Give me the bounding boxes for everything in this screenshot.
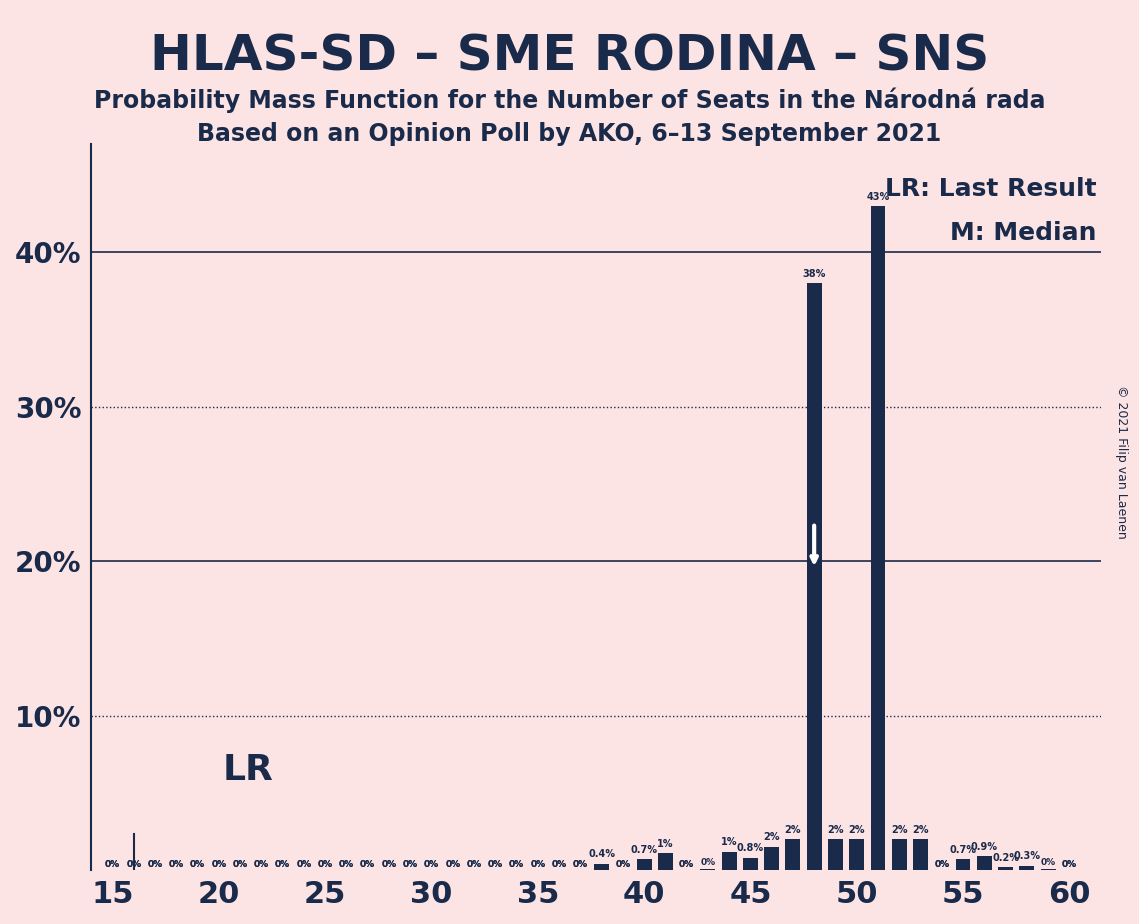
Bar xyxy=(764,847,779,870)
Text: 0%: 0% xyxy=(487,859,502,869)
Text: 0%: 0% xyxy=(382,859,396,869)
Text: 0%: 0% xyxy=(296,859,311,869)
Text: M: Median: M: Median xyxy=(950,221,1096,245)
Text: 0%: 0% xyxy=(254,859,269,869)
Text: 0%: 0% xyxy=(551,859,566,869)
Text: 0%: 0% xyxy=(934,859,949,869)
Bar xyxy=(913,839,928,870)
Text: 0%: 0% xyxy=(169,859,183,869)
Bar xyxy=(998,868,1013,870)
Text: 0%: 0% xyxy=(338,859,354,869)
Text: 0%: 0% xyxy=(509,859,524,869)
Text: 0%: 0% xyxy=(147,859,163,869)
Text: 0%: 0% xyxy=(934,859,949,869)
Bar xyxy=(637,859,652,870)
Text: 2%: 2% xyxy=(891,825,908,834)
Text: 0%: 0% xyxy=(615,859,630,869)
Bar xyxy=(722,852,737,870)
Bar xyxy=(700,869,715,870)
Text: 0%: 0% xyxy=(615,859,630,869)
Text: 0%: 0% xyxy=(105,859,120,869)
Text: 0%: 0% xyxy=(424,859,439,869)
Text: 0%: 0% xyxy=(318,859,333,869)
Text: 0%: 0% xyxy=(402,859,418,869)
Bar xyxy=(658,853,673,870)
Text: Probability Mass Function for the Number of Seats in the Národná rada: Probability Mass Function for the Number… xyxy=(93,88,1046,114)
Text: 2%: 2% xyxy=(827,825,844,834)
Text: 0%: 0% xyxy=(530,859,546,869)
Text: 0%: 0% xyxy=(360,859,375,869)
Text: 0%: 0% xyxy=(573,859,588,869)
Text: 0%: 0% xyxy=(254,859,269,869)
Bar xyxy=(786,839,801,870)
Text: 0%: 0% xyxy=(318,859,333,869)
Text: 0%: 0% xyxy=(1062,859,1076,869)
Text: 0.3%: 0.3% xyxy=(1014,851,1040,861)
Bar xyxy=(956,859,970,870)
Text: 0%: 0% xyxy=(190,859,205,869)
Bar xyxy=(850,839,865,870)
Text: 0%: 0% xyxy=(211,859,227,869)
Bar xyxy=(870,206,885,870)
Text: © 2021 Filip van Laenen: © 2021 Filip van Laenen xyxy=(1115,385,1129,539)
Bar xyxy=(1041,869,1056,870)
Text: 2%: 2% xyxy=(912,825,928,834)
Text: 0%: 0% xyxy=(190,859,205,869)
Text: 0.4%: 0.4% xyxy=(588,849,615,859)
Text: 0%: 0% xyxy=(274,859,290,869)
Text: 0%: 0% xyxy=(445,859,460,869)
Text: 0%: 0% xyxy=(466,859,482,869)
Text: 0%: 0% xyxy=(445,859,460,869)
Text: 0%: 0% xyxy=(402,859,418,869)
Bar xyxy=(1019,866,1034,870)
Bar xyxy=(806,284,821,870)
Text: 0%: 0% xyxy=(169,859,183,869)
Text: 0%: 0% xyxy=(679,859,694,869)
Text: 1%: 1% xyxy=(657,839,673,848)
Text: 0%: 0% xyxy=(232,859,247,869)
Text: 0%: 0% xyxy=(509,859,524,869)
Text: 0.7%: 0.7% xyxy=(950,845,976,855)
Text: 1%: 1% xyxy=(721,837,737,847)
Text: 0%: 0% xyxy=(338,859,354,869)
Text: 0%: 0% xyxy=(466,859,482,869)
Text: 0%: 0% xyxy=(530,859,546,869)
Text: 0%: 0% xyxy=(700,858,715,868)
Text: 0.2%: 0.2% xyxy=(992,853,1019,863)
Text: 0%: 0% xyxy=(1062,859,1076,869)
Text: 43%: 43% xyxy=(867,191,890,201)
Text: 0.8%: 0.8% xyxy=(737,844,764,853)
Text: 2%: 2% xyxy=(763,833,780,843)
Text: 0%: 0% xyxy=(105,859,120,869)
Text: 0%: 0% xyxy=(296,859,311,869)
Text: LR: LR xyxy=(222,753,273,787)
Bar xyxy=(977,857,992,870)
Text: 0%: 0% xyxy=(573,859,588,869)
Text: 0%: 0% xyxy=(1041,858,1056,868)
Text: 0%: 0% xyxy=(274,859,290,869)
Text: 0%: 0% xyxy=(232,859,247,869)
Text: LR: Last Result: LR: Last Result xyxy=(885,177,1096,201)
Bar xyxy=(828,839,843,870)
Text: 2%: 2% xyxy=(785,825,801,834)
Bar xyxy=(743,857,757,870)
Text: 0%: 0% xyxy=(147,859,163,869)
Bar xyxy=(892,839,907,870)
Text: HLAS-SD – SME RODINA – SNS: HLAS-SD – SME RODINA – SNS xyxy=(150,32,989,80)
Text: 0.9%: 0.9% xyxy=(970,842,998,852)
Text: 0%: 0% xyxy=(679,859,694,869)
Text: 0.7%: 0.7% xyxy=(631,845,657,855)
Text: 0%: 0% xyxy=(211,859,227,869)
Text: 0%: 0% xyxy=(126,859,141,869)
Text: 0%: 0% xyxy=(126,859,141,869)
Text: 2%: 2% xyxy=(849,825,865,834)
Text: 0%: 0% xyxy=(487,859,502,869)
Text: Based on an Opinion Poll by AKO, 6–13 September 2021: Based on an Opinion Poll by AKO, 6–13 Se… xyxy=(197,122,942,146)
Text: 0%: 0% xyxy=(424,859,439,869)
Bar xyxy=(595,864,609,870)
Text: 0%: 0% xyxy=(360,859,375,869)
Text: 0%: 0% xyxy=(382,859,396,869)
Text: 38%: 38% xyxy=(803,269,826,279)
Text: 0%: 0% xyxy=(551,859,566,869)
